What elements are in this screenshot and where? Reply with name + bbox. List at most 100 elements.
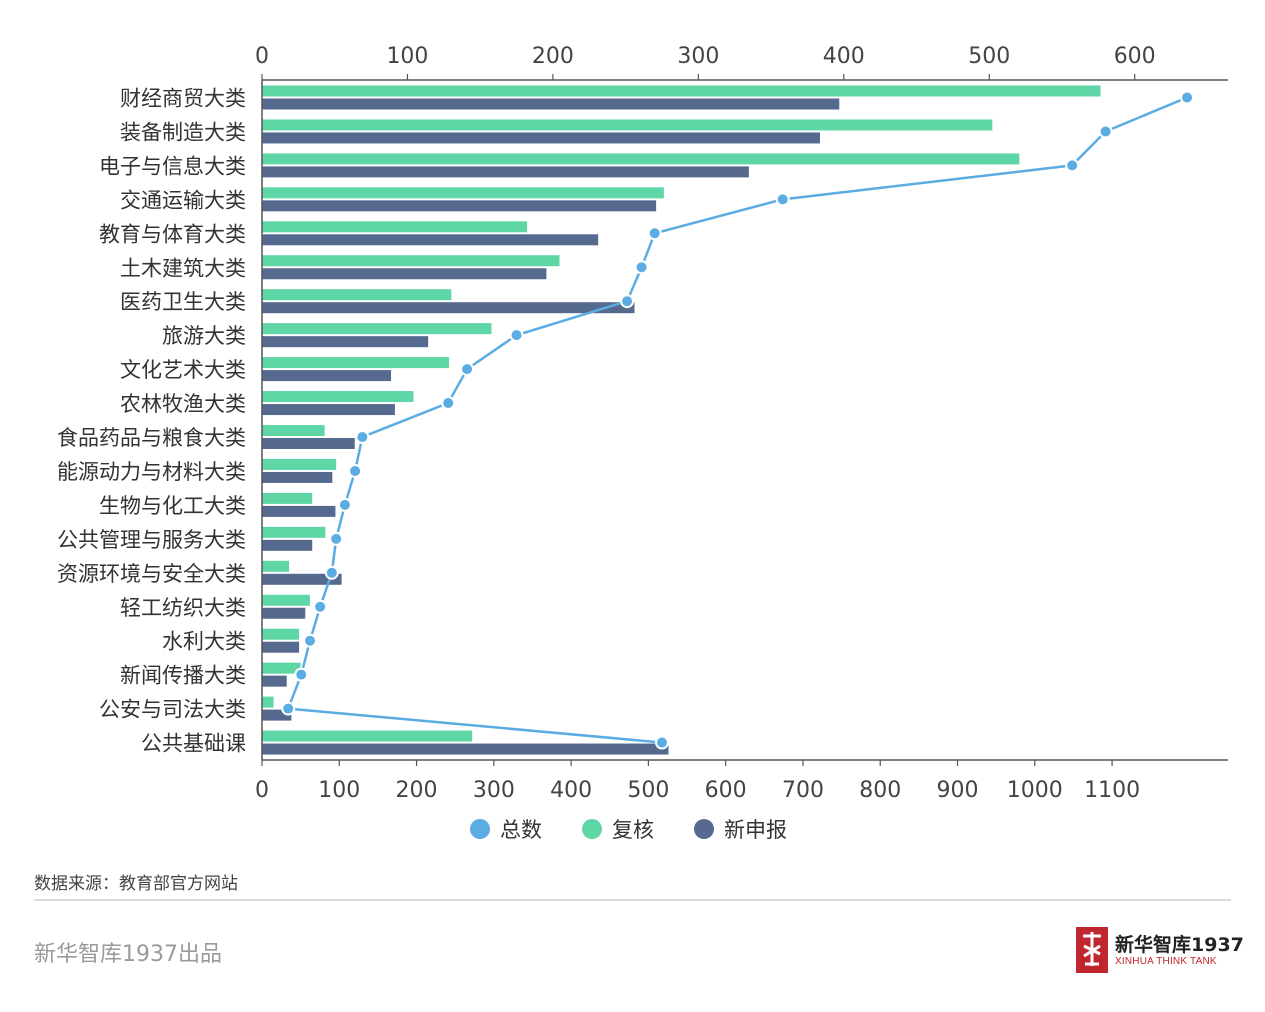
category-label: 土木建筑大类 [120,256,246,280]
total-point [355,430,370,444]
bar-recheck [262,187,664,199]
total-point [329,531,344,546]
category-label: 食品药品与粮食大类 [57,426,246,450]
bottom-tick-label: 1100 [1084,778,1140,803]
total-point [302,633,317,648]
credit-text: 新华智库1937出品 [34,942,222,967]
total-point [348,463,363,478]
bar-recheck [262,425,325,436]
category-label: 教育与体育大类 [99,222,246,246]
bar-recheck [262,391,414,403]
category-label: 公安与司法大类 [99,698,246,722]
bar-new-application [262,268,547,280]
category-label: 医药卫生大类 [120,290,246,314]
bar-new-application [262,607,306,619]
legend-label: 复核 [612,818,654,842]
category-label: 财经商贸大类 [120,87,246,111]
top-tick-label: 500 [968,44,1010,69]
category-label: 生物与化工大类 [99,494,246,518]
total-point [313,599,328,614]
category-label: 文化艺术大类 [120,358,246,382]
bar-new-application [262,743,669,755]
bar-recheck [262,696,274,708]
bar-new-application [262,336,429,348]
bottom-tick-label: 400 [550,778,592,803]
top-tick-label: 100 [386,44,428,69]
total-point [647,226,662,241]
legend-label: 总数 [500,818,542,842]
top-tick-label: 300 [677,44,719,69]
footer-divider [34,899,1231,901]
bar-recheck [262,119,993,131]
legend-label: 新申报 [724,818,787,842]
total-point [509,328,524,343]
total-point [460,362,475,377]
total-point [1098,124,1113,139]
category-label: 新闻传播大类 [120,664,246,688]
total-point [441,396,456,411]
bar-new-application [262,132,820,144]
top-tick-label: 200 [532,44,574,69]
xinhua-seal-icon [1076,927,1108,973]
bar-new-application [262,641,300,653]
category-label: 交通运输大类 [120,188,246,212]
bottom-tick-label: 100 [318,778,360,803]
bar-new-application [262,370,392,382]
total-point [1180,90,1195,105]
data-source-note: 数据来源：教育部官方网站 [34,874,238,894]
logo-chinese: 新华智库1937 [1115,934,1244,956]
legend: 总数 复核 新申报 [470,818,787,842]
category-labels: 财经商贸大类装备制造大类电子与信息大类交通运输大类教育与体育大类土木建筑大类医药… [57,87,246,756]
total-point [654,735,669,750]
bar-new-application [262,404,395,416]
total-point [775,192,790,207]
category-label: 装备制造大类 [120,120,246,144]
bottom-tick-label: 600 [705,778,747,803]
total-point [1065,158,1080,173]
total-point [294,667,309,682]
bar-new-application [262,438,355,449]
bar-new-application [262,573,342,585]
bar-new-application [262,98,840,110]
total-point [337,497,352,512]
bar-new-application [262,234,599,246]
chart-canvas: 财经商贸大类装备制造大类电子与信息大类交通运输大类教育与体育大类土木建筑大类医药… [57,44,1228,842]
bottom-tick-label: 700 [782,778,824,803]
category-label: 公共管理与服务大类 [57,528,246,552]
category-label: 资源环境与安全大类 [57,562,246,586]
total-point [620,294,635,309]
category-label: 能源动力与材料大类 [57,460,246,484]
bar-recheck [262,492,313,504]
bar-new-application [262,675,287,687]
axes: 0 100 200 300 400 500 600 0 100 200 300 400 500 600 70… [255,44,1228,803]
category-label: 电子与信息大类 [99,154,246,178]
bar-recheck [262,662,301,674]
bottom-tick-label: 300 [473,778,515,803]
category-label: 公共基础课 [141,732,246,756]
bar-new-application [262,200,657,212]
bar-recheck [262,289,452,301]
bottom-tick-label: 200 [396,778,438,803]
legend-marker [694,819,714,839]
bar-recheck [262,221,528,233]
top-tick-label: 600 [1114,44,1156,69]
bar-new-application [262,302,635,314]
bottom-tick-label: 0 [255,778,269,803]
bar-new-application [262,471,333,483]
bar-new-application [262,166,749,178]
category-label: 农林牧渔大类 [120,392,246,416]
bar-recheck [262,153,1020,165]
bottom-tick-label: 800 [859,778,901,803]
bar-new-application [262,505,336,517]
bar-recheck [262,85,1101,97]
bottom-tick-label: 1000 [1007,778,1063,803]
top-tick-label: 400 [823,44,865,69]
top-tick-label: 0 [255,44,269,69]
legend-marker [582,819,602,839]
total-point [324,565,339,580]
bar-recheck [262,628,300,640]
xinhua-think-tank-logo: 新华智库1937 XINHUA THINK TANK [1075,924,1244,976]
category-label: 水利大类 [162,630,246,654]
total-line [281,90,1195,750]
bar-recheck [262,526,326,538]
